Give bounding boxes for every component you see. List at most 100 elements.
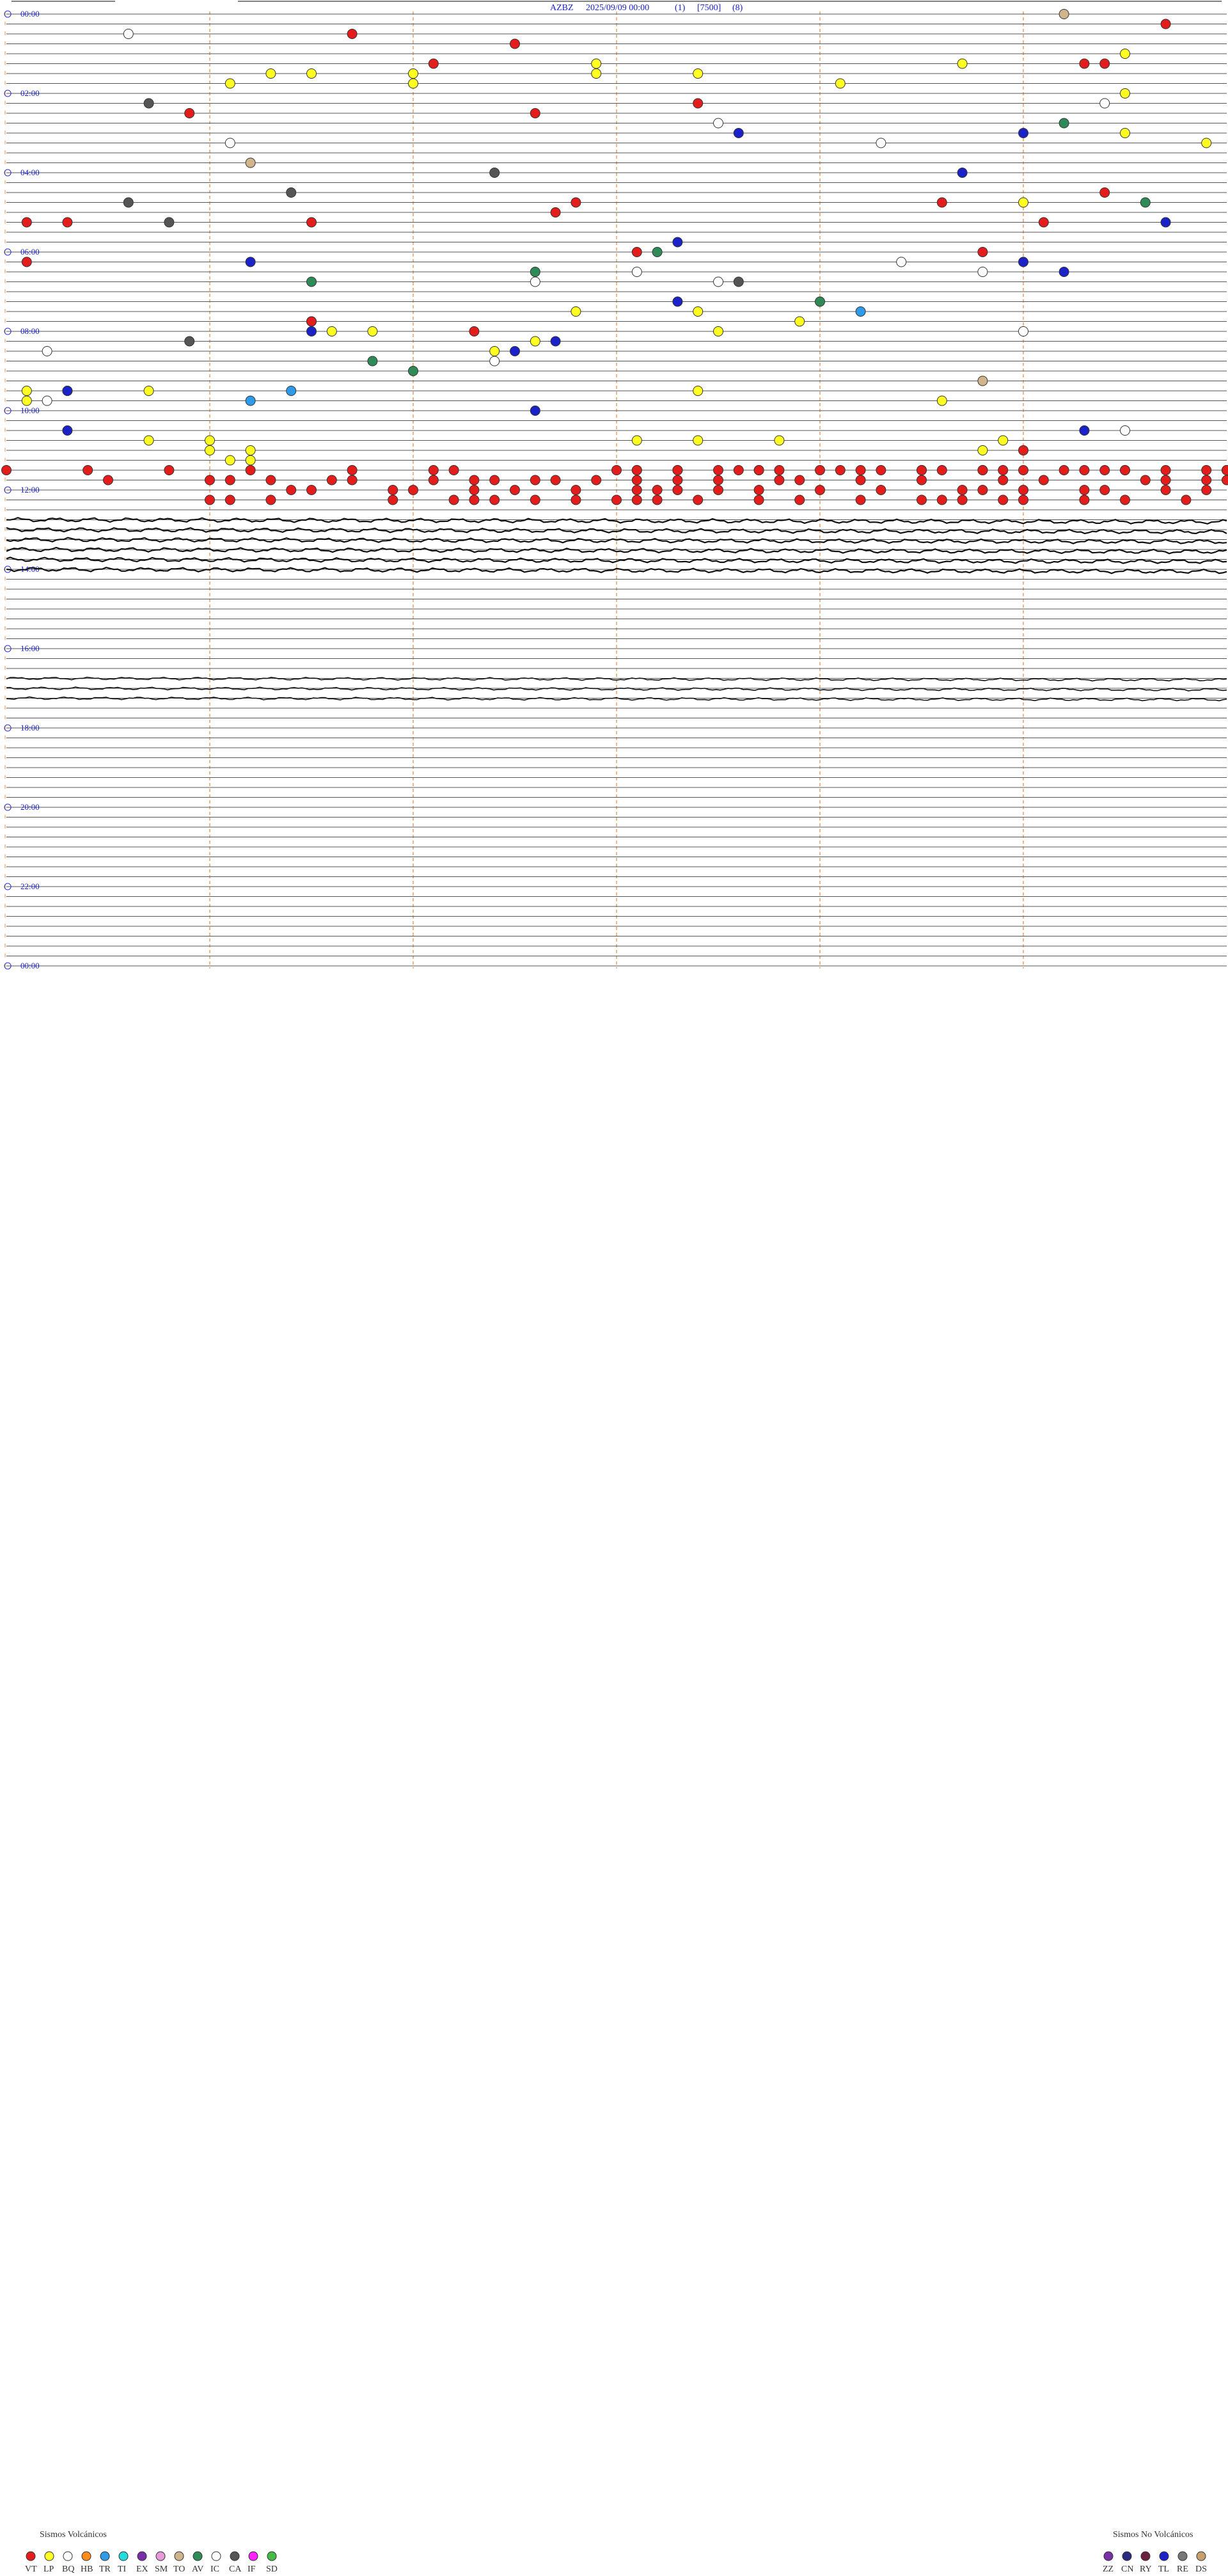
- station-code: AZBZ: [550, 3, 574, 13]
- event-marker-lp: [489, 346, 500, 356]
- event-marker-lp: [1201, 138, 1212, 148]
- event-marker-vt: [306, 316, 317, 327]
- hour-marker-icon: [4, 248, 12, 256]
- event-marker-vt: [205, 494, 215, 505]
- hour-marker-icon: [4, 90, 12, 97]
- event-marker-vt: [794, 494, 805, 505]
- noisy-trace: [6, 517, 1227, 525]
- event-marker-vt: [1140, 475, 1151, 486]
- event-marker-lp: [571, 306, 581, 317]
- event-marker-vt: [998, 465, 1009, 475]
- filter-code: (8): [732, 3, 743, 13]
- event-markers: [1, 9, 1228, 505]
- event-marker-vt: [265, 475, 276, 486]
- legend-swatch-cn: [1122, 2551, 1132, 2561]
- event-marker-lp: [1120, 49, 1130, 59]
- event-marker-vt: [469, 475, 480, 486]
- event-marker-tl: [733, 128, 744, 138]
- event-marker-vt: [917, 465, 927, 475]
- event-marker-vt: [224, 494, 235, 505]
- noisy-trace: [6, 526, 1227, 535]
- event-marker-vt: [855, 465, 866, 475]
- trace-lines: [4, 12, 1227, 967]
- legend-swatch-ti: [118, 2551, 129, 2561]
- legend-swatch-zz: [1103, 2551, 1114, 2561]
- event-marker-av: [408, 366, 418, 376]
- hour-label: 20:00: [20, 802, 40, 812]
- legend-code-sd: SD: [266, 2564, 278, 2574]
- event-marker-vt: [347, 29, 358, 39]
- event-marker-tl: [306, 326, 317, 336]
- legend-code-bq: BQ: [62, 2564, 74, 2574]
- noisy-trace: [6, 537, 1227, 544]
- legend-code-sm: SM: [155, 2564, 168, 2574]
- event-marker-vt: [1059, 465, 1069, 475]
- event-marker-bq: [896, 257, 907, 267]
- event-marker-tl: [1059, 267, 1069, 277]
- hour-marker-icon: [4, 169, 12, 177]
- event-marker-tl: [62, 386, 73, 396]
- hour-label: 08:00: [20, 326, 40, 336]
- event-marker-bq: [876, 138, 886, 148]
- legend-volcanic-title: Sismos Volcánicos: [40, 2530, 107, 2540]
- event-marker-lp: [326, 326, 337, 336]
- gain-value: [7500]: [697, 3, 721, 13]
- event-marker-vt: [713, 465, 723, 475]
- event-marker-vt: [876, 485, 886, 495]
- event-marker-ca: [489, 168, 500, 178]
- legend-swatch-vt: [26, 2551, 36, 2561]
- event-marker-vt: [469, 494, 480, 505]
- legend-swatch-bq: [63, 2551, 73, 2561]
- event-marker-vt: [998, 494, 1009, 505]
- legend-code-cn: CN: [1121, 2564, 1133, 2574]
- legend-code-tl: TL: [1158, 2564, 1169, 2574]
- event-marker-lp: [205, 435, 215, 446]
- event-marker-vt: [998, 475, 1009, 486]
- event-marker-vt: [672, 485, 683, 495]
- legend-code-ds: DS: [1195, 2564, 1207, 2574]
- legend-code-ic: IC: [210, 2564, 219, 2574]
- event-marker-vt: [631, 247, 642, 257]
- event-marker-vt: [917, 494, 927, 505]
- event-marker-vt: [1160, 465, 1171, 475]
- noisy-trace: [6, 696, 1227, 702]
- event-marker-vt: [1120, 465, 1130, 475]
- event-marker-lp: [143, 386, 154, 396]
- event-marker-bq: [1099, 98, 1110, 109]
- event-marker-tl: [1018, 128, 1028, 138]
- event-marker-vt: [1018, 494, 1028, 505]
- legend-nonvolcanic-title: Sismos No Volcánicos: [1113, 2530, 1193, 2540]
- event-marker-vt: [652, 494, 663, 505]
- event-marker-tl: [672, 237, 683, 248]
- hour-marker-icon: [4, 883, 12, 890]
- event-marker-vt: [733, 465, 744, 475]
- event-marker-vt: [713, 475, 723, 486]
- legend-swatch-tl: [1159, 2551, 1169, 2561]
- event-marker-vt: [103, 475, 113, 486]
- event-marker-vt: [815, 485, 825, 495]
- event-marker-lp: [1120, 88, 1130, 99]
- legend-code-re: RE: [1177, 2564, 1188, 2574]
- event-marker-vt: [936, 465, 947, 475]
- event-marker-vt: [1038, 217, 1049, 228]
- legend-nonvolcanic-items: ZZ CN RY TL RE DS: [1103, 2551, 1207, 2574]
- event-marker-vt: [835, 465, 846, 475]
- event-marker-vt: [83, 465, 93, 475]
- event-marker-vt: [347, 465, 358, 475]
- event-marker-vt: [1099, 465, 1110, 475]
- event-marker-lp: [224, 455, 235, 466]
- event-marker-vt: [21, 217, 32, 228]
- event-marker-vt: [62, 217, 73, 228]
- event-marker-vt: [469, 326, 480, 336]
- event-marker-vt: [164, 465, 175, 475]
- legend-code-vt: VT: [25, 2564, 37, 2574]
- event-marker-vt: [1099, 485, 1110, 495]
- event-marker-bq: [1018, 326, 1028, 336]
- event-marker-lp: [631, 435, 642, 446]
- event-marker-vt: [1, 465, 12, 475]
- hour-label: 00:00: [20, 961, 40, 970]
- legend-swatch-ds: [1196, 2551, 1206, 2561]
- event-marker-vt: [1160, 485, 1171, 495]
- event-marker-tr: [855, 306, 866, 317]
- event-marker-lp: [224, 78, 235, 89]
